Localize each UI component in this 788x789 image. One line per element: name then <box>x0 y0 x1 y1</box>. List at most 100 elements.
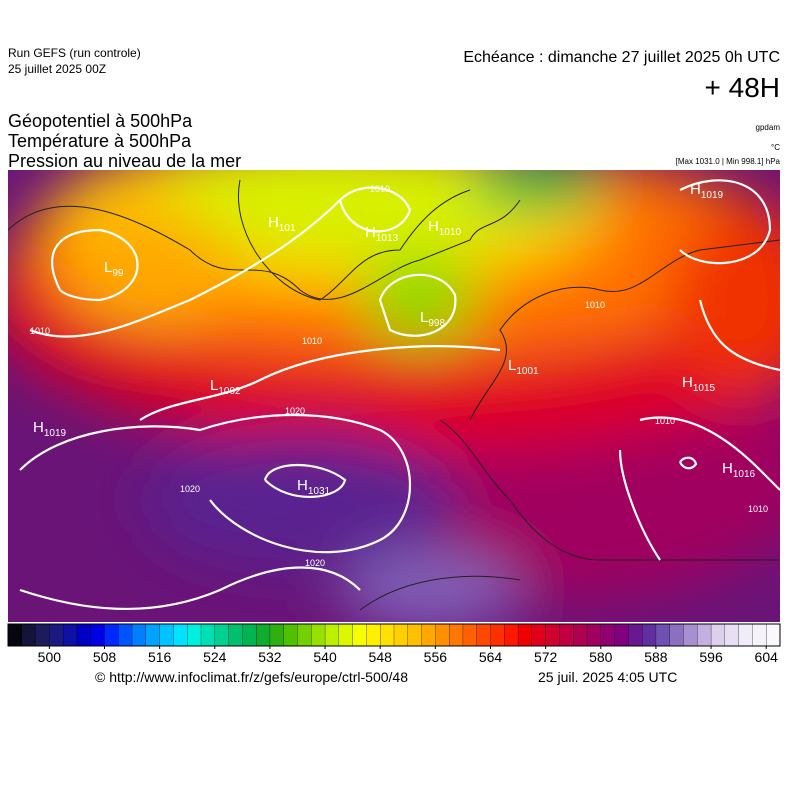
issue-time: 25 juil. 2025 4:05 UTC <box>538 669 677 685</box>
color-cell <box>421 623 436 647</box>
center-value: 1019 <box>701 190 724 201</box>
center-type: H <box>690 181 701 198</box>
color-cell <box>724 623 740 647</box>
color-cell <box>145 623 161 647</box>
color-cell <box>600 623 616 647</box>
color-cell <box>448 623 464 647</box>
color-cell <box>545 623 560 647</box>
center: L998 <box>420 309 445 329</box>
center-value: 99 <box>112 268 124 279</box>
center-type: H <box>428 218 439 235</box>
isobar-label: 1010 <box>585 300 605 310</box>
color-cell <box>490 623 505 647</box>
center-type: H <box>33 419 44 436</box>
center-type: L <box>508 357 516 374</box>
color-cell <box>655 623 671 647</box>
center-value: 1016 <box>733 469 756 480</box>
color-cell <box>338 623 354 647</box>
color-cell <box>683 623 698 647</box>
tick-label: 604 <box>755 649 779 665</box>
center: H101 <box>268 214 296 234</box>
center: H1031 <box>297 477 331 497</box>
center-value: 101 <box>279 223 296 234</box>
center-type: H <box>297 477 308 494</box>
center-type: H <box>365 224 376 241</box>
center-type: L <box>104 259 112 276</box>
color-cell <box>710 623 726 647</box>
color-cell <box>697 623 712 647</box>
color-cell <box>504 623 519 647</box>
colorbar: 500 508 516 524 532 540 548 556 564 572 580 588 596 6… <box>7 623 781 665</box>
color-cell <box>311 623 326 647</box>
color-cell <box>393 623 409 647</box>
center: L99 <box>104 259 124 279</box>
color-cell <box>462 623 478 647</box>
run-date: 25 juillet 2025 00Z <box>8 62 106 76</box>
color-cell <box>669 623 684 647</box>
color-cell <box>297 623 312 647</box>
color-cell <box>531 623 547 647</box>
isobar-label: 1010 <box>748 504 768 514</box>
color-cell <box>159 623 174 647</box>
color-cell <box>352 623 367 647</box>
lead-time: + 48H <box>705 72 781 103</box>
isobar-label: 1010 <box>30 326 50 336</box>
isobar-label: 1010 <box>655 416 675 426</box>
center: H1015 <box>682 374 716 394</box>
color-cell <box>7 623 23 647</box>
center: H1019 <box>33 419 67 439</box>
center-type: L <box>420 309 428 326</box>
color-cell <box>214 623 230 647</box>
color-cell <box>573 623 588 647</box>
tick-label: 572 <box>534 649 558 665</box>
colorbar-frame <box>7 623 781 647</box>
color-cell <box>21 623 37 647</box>
center-value: 1001 <box>516 366 539 377</box>
color-cell <box>407 623 423 647</box>
center-type: H <box>682 374 693 391</box>
color-cell <box>187 623 202 647</box>
color-cell <box>641 623 657 647</box>
echeance: Echéance : dimanche 27 juillet 2025 0h U… <box>463 49 780 66</box>
isobar-label: 1010 <box>370 184 390 194</box>
color-cell <box>738 623 753 647</box>
color-cell <box>435 623 450 647</box>
color-cell <box>90 623 105 647</box>
center-type: H <box>268 214 279 231</box>
tick-label: 580 <box>589 649 613 665</box>
color-cell <box>517 623 533 647</box>
source-url: © http://www.infoclimat.fr/z/gefs/europe… <box>95 669 408 685</box>
unit: [Max 1031.0 | Min 998.1] hPa <box>676 157 781 166</box>
color-cell <box>200 623 216 647</box>
center: H1019 <box>690 181 724 201</box>
center-value: 1031 <box>308 486 331 497</box>
center-value: 1013 <box>376 233 399 244</box>
map <box>8 170 780 622</box>
center-type: H <box>722 460 733 477</box>
color-cell <box>614 623 629 647</box>
tick-label: 556 <box>424 649 448 665</box>
tick-label: 588 <box>644 649 668 665</box>
center-value: 998 <box>428 318 445 329</box>
center-type: L <box>210 377 218 394</box>
isobar-labels: 1010 1020 1020 1020 1010 1010 1010 1010 … <box>30 184 768 568</box>
color-cell <box>628 623 643 647</box>
color-cell <box>324 623 340 647</box>
color-cell <box>380 623 395 647</box>
color-cell <box>76 623 92 647</box>
color-cell <box>228 623 243 647</box>
isobar-label: 1020 <box>305 558 325 568</box>
color-cell <box>242 623 257 647</box>
color-cell <box>476 623 491 647</box>
center: H1016 <box>722 460 756 480</box>
pressure-centers: H1019 H101 H1013 H1010 L998 L1002 H1015 … <box>33 181 756 497</box>
center-value: 1019 <box>44 428 67 439</box>
field: Pression au niveau de la mer <box>8 151 241 171</box>
color-cell <box>104 623 119 647</box>
tick-label: 508 <box>93 649 117 665</box>
color-cell <box>62 623 78 647</box>
color-cell <box>766 623 781 647</box>
center-value: 1002 <box>218 386 241 397</box>
color-cell <box>131 623 147 647</box>
